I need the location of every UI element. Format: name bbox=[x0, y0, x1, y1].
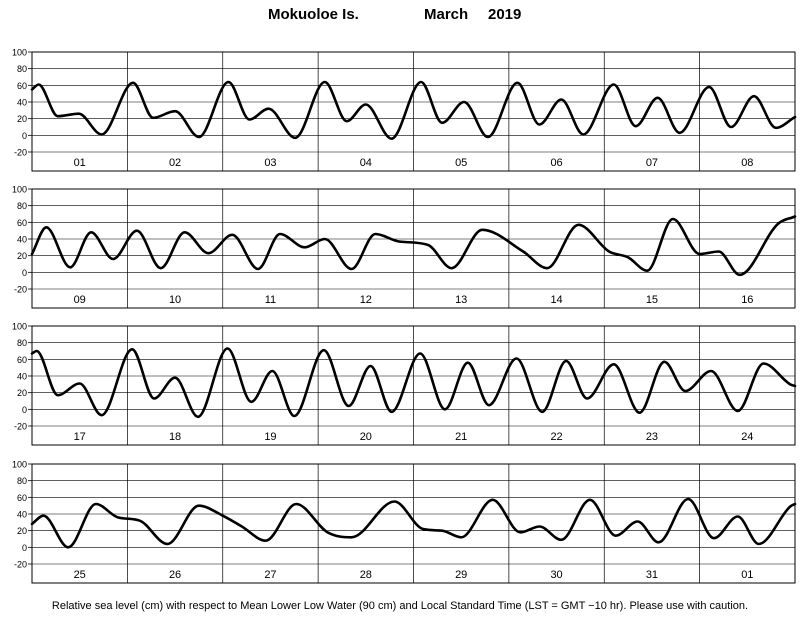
tide-panel-3: -20 0 20 40 60 80 100 17 18 19 20 21 22 23 24 bbox=[12, 322, 797, 446]
y-tick-label: -20 bbox=[14, 148, 27, 158]
y-tick-label: 60 bbox=[17, 355, 27, 365]
day-label: 29 bbox=[455, 569, 467, 581]
chart-title: Mokuoloe Is. March 2019 bbox=[0, 6, 800, 28]
y-tick-label: 40 bbox=[17, 235, 27, 245]
tide-panel-2: -20 0 20 40 60 80 100 09 10 11 12 13 14 15 16 bbox=[12, 185, 797, 309]
day-label: 23 bbox=[646, 431, 658, 443]
tide-curve bbox=[30, 347, 797, 419]
y-tick-label: 0 bbox=[22, 131, 27, 141]
y-tick-label: 80 bbox=[17, 476, 27, 486]
day-label: 28 bbox=[360, 569, 372, 581]
y-tick-label: 100 bbox=[12, 322, 27, 332]
day-label: 03 bbox=[264, 157, 276, 169]
day-label: 10 bbox=[169, 294, 181, 306]
y-tick-label: 60 bbox=[17, 493, 27, 503]
day-label: 30 bbox=[550, 569, 562, 581]
day-label: 25 bbox=[74, 569, 86, 581]
day-label: 09 bbox=[74, 294, 86, 306]
day-label: 06 bbox=[550, 157, 562, 169]
footer-caption: Relative sea level (cm) with respect to … bbox=[51, 600, 749, 612]
day-label: 20 bbox=[360, 431, 372, 443]
y-tick-label: 20 bbox=[17, 526, 27, 536]
y-tick-label: 40 bbox=[17, 372, 27, 382]
y-tick-label: 40 bbox=[17, 98, 27, 108]
y-tick-label: 80 bbox=[17, 201, 27, 211]
y-tick-label: -20 bbox=[14, 422, 27, 432]
y-tick-label: 0 bbox=[22, 543, 27, 553]
tide-curve bbox=[30, 215, 797, 277]
day-label: 12 bbox=[360, 294, 372, 306]
year-label: 2019 bbox=[488, 6, 522, 23]
y-tick-label: 60 bbox=[17, 81, 27, 91]
day-label: 14 bbox=[550, 294, 562, 306]
day-label: 27 bbox=[264, 569, 276, 581]
y-tick-label: 0 bbox=[22, 268, 27, 278]
day-label: 02 bbox=[169, 157, 181, 169]
day-label: 24 bbox=[741, 431, 753, 443]
y-tick-label: 80 bbox=[17, 338, 27, 348]
y-tick-label: -20 bbox=[14, 285, 27, 295]
y-tick-label: 20 bbox=[17, 114, 27, 124]
day-label: 21 bbox=[455, 431, 467, 443]
day-label: 13 bbox=[455, 294, 467, 306]
y-tick-label: 20 bbox=[17, 251, 27, 261]
day-label: 08 bbox=[741, 157, 753, 169]
day-label: 18 bbox=[169, 431, 181, 443]
y-tick-label: 60 bbox=[17, 218, 27, 228]
tide-curve bbox=[30, 80, 797, 140]
day-label: 07 bbox=[646, 157, 658, 169]
y-tick-label: 0 bbox=[22, 405, 27, 415]
day-label: 05 bbox=[455, 157, 467, 169]
day-label: 19 bbox=[264, 431, 276, 443]
day-label: 31 bbox=[646, 569, 658, 581]
day-label: 26 bbox=[169, 569, 181, 581]
month-label: March bbox=[424, 6, 469, 23]
y-tick-label: 100 bbox=[12, 460, 27, 470]
day-label: 22 bbox=[550, 431, 562, 443]
day-label: 01 bbox=[74, 157, 86, 169]
y-tick-label: 40 bbox=[17, 510, 27, 520]
tide-panel-4: -20 0 20 40 60 80 100 25 26 27 28 29 30 31 01 bbox=[12, 460, 797, 584]
day-label: 04 bbox=[360, 157, 372, 169]
y-tick-label: -20 bbox=[14, 560, 27, 570]
station-name: Mokuoloe Is. bbox=[268, 6, 359, 23]
y-tick-label: 80 bbox=[17, 64, 27, 74]
day-label: 17 bbox=[74, 431, 86, 443]
day-label: 16 bbox=[741, 294, 753, 306]
day-label: 15 bbox=[646, 294, 658, 306]
tide-curve bbox=[30, 497, 797, 549]
y-tick-label: 20 bbox=[17, 388, 27, 398]
tide-panel-1: -20 0 20 40 60 80 100 01 02 03 04 05 06 07 08 bbox=[12, 48, 797, 172]
day-label: 11 bbox=[265, 294, 276, 306]
y-tick-label: 100 bbox=[12, 185, 27, 195]
day-label: 01 bbox=[741, 569, 753, 581]
y-tick-label: 100 bbox=[12, 48, 27, 58]
